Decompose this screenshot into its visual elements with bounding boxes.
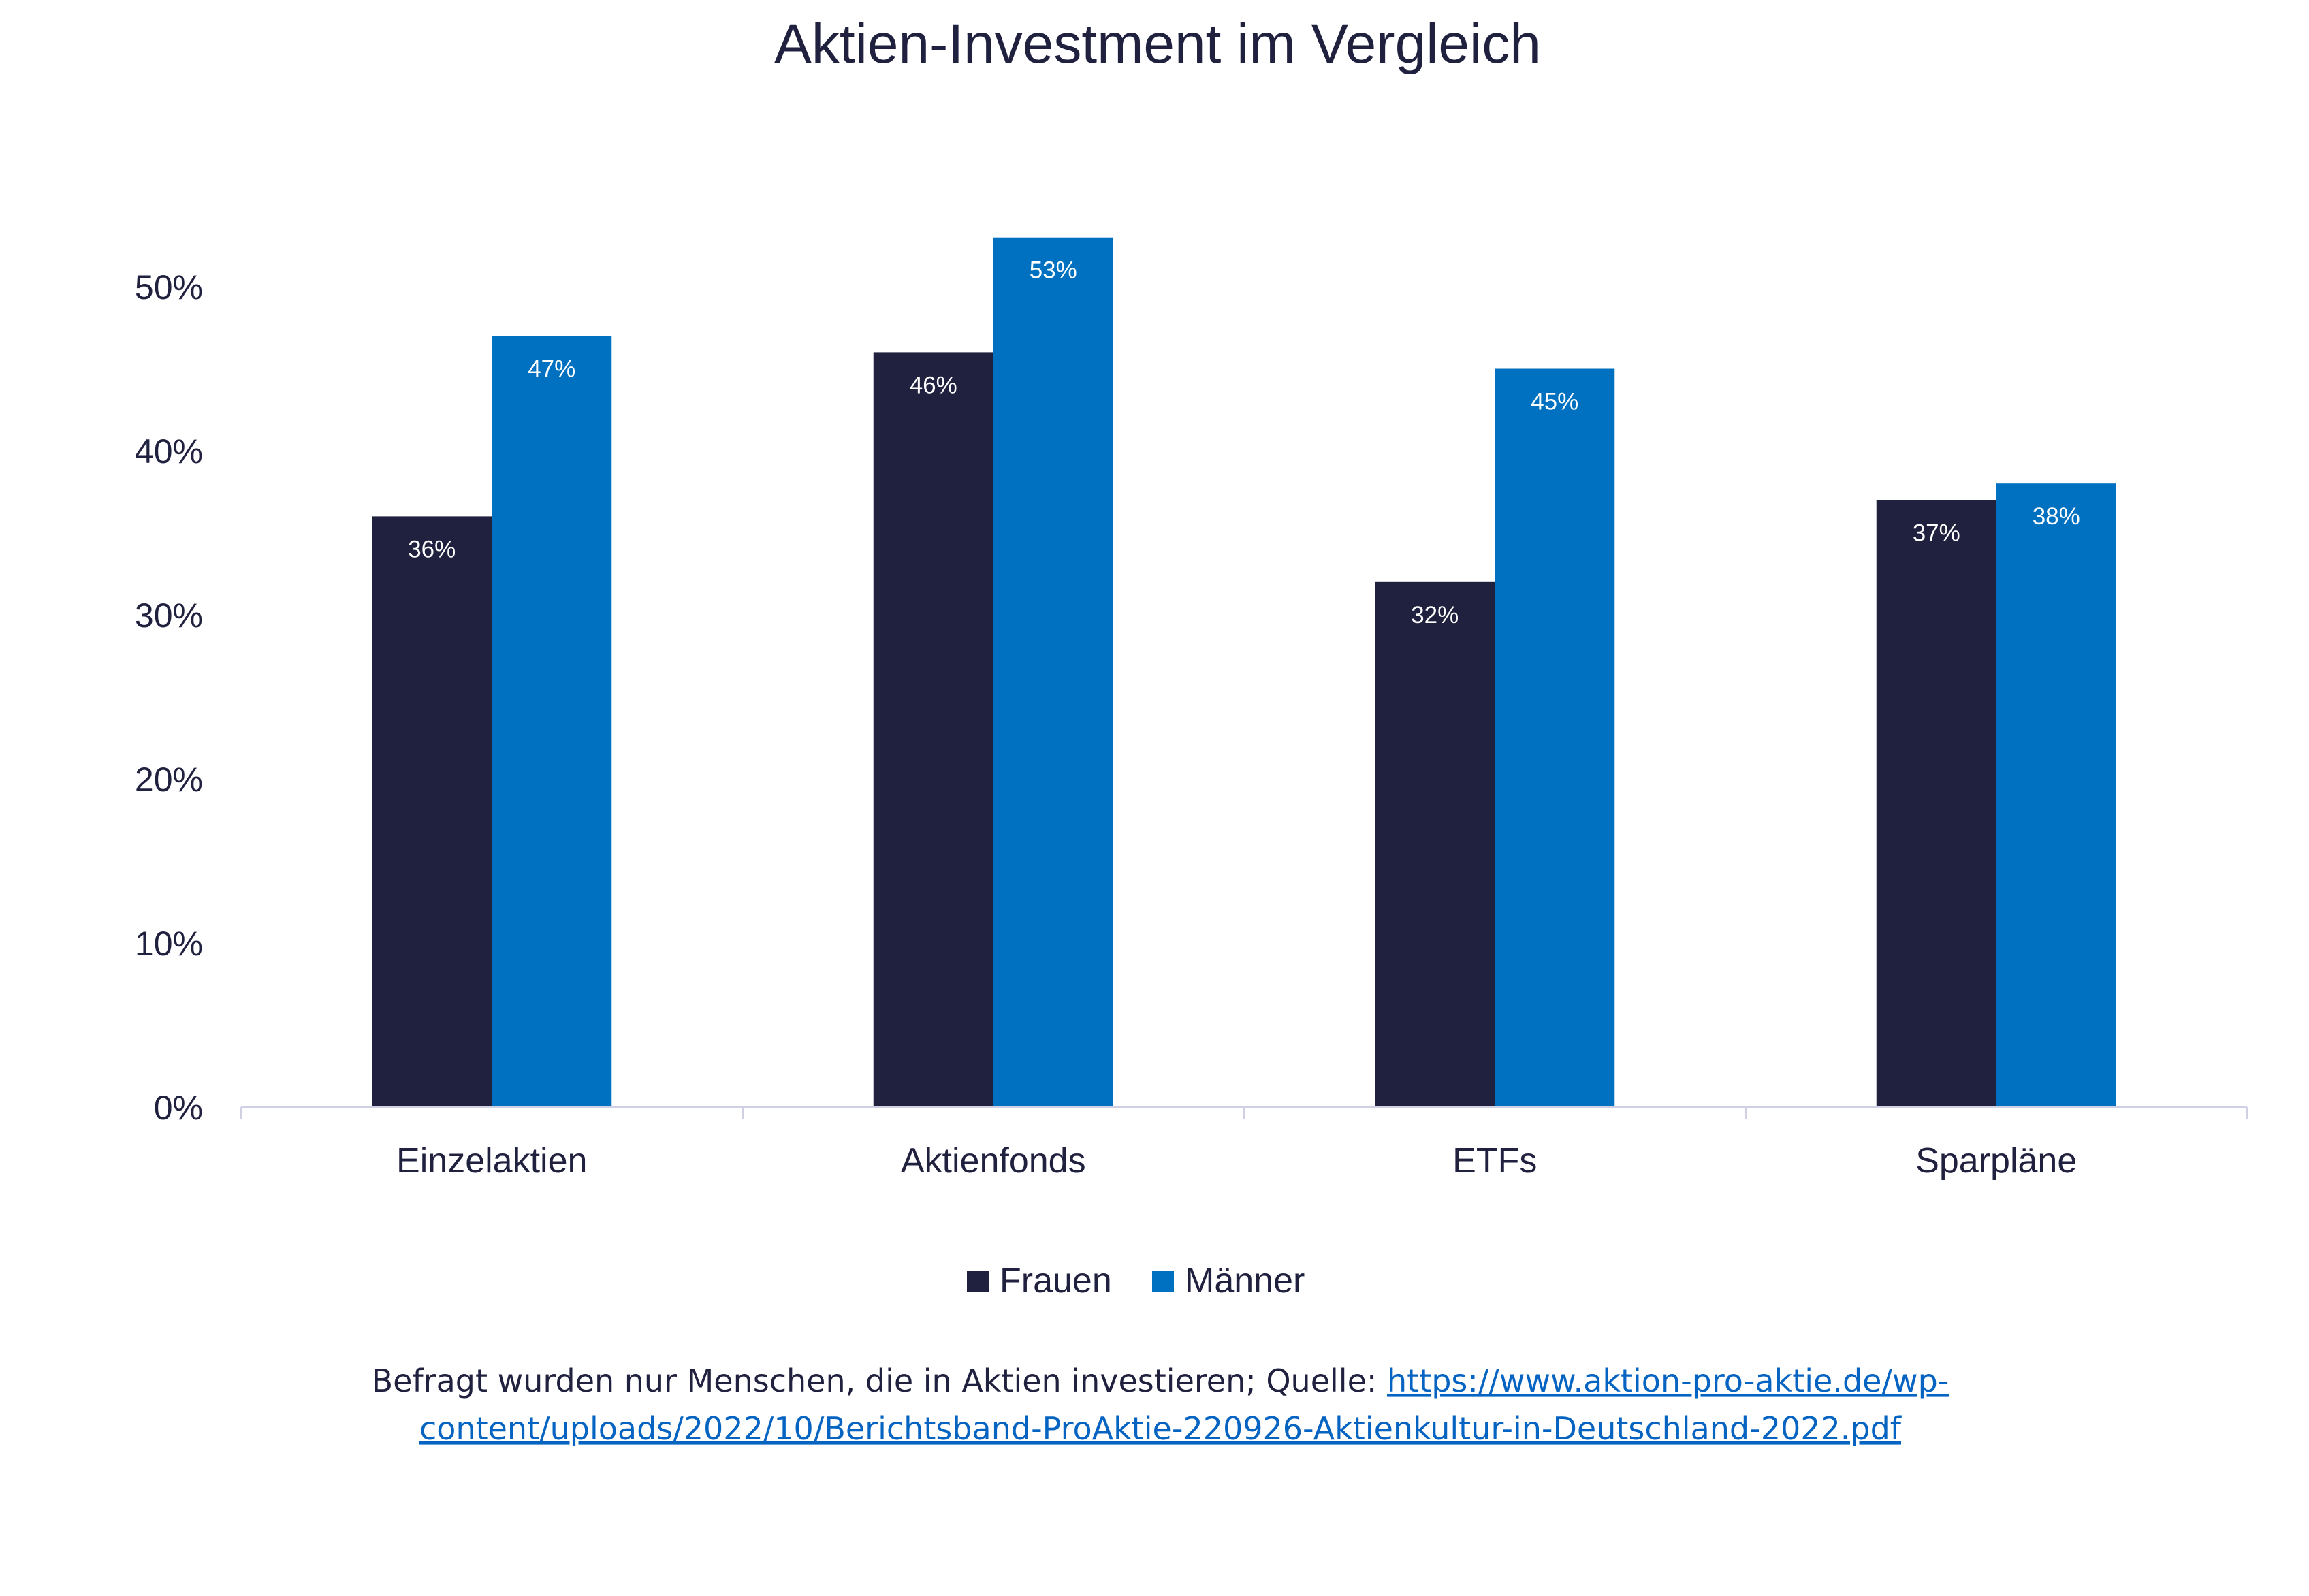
- y-tick-label: 0%: [154, 1089, 203, 1127]
- data-label: 36%: [408, 536, 456, 562]
- bars: 36% 47% 46% 53% 32% 45% 37% 38%: [372, 237, 2116, 1108]
- bar-männer-2: [1495, 368, 1615, 1107]
- bar-frauen-2: [1375, 581, 1495, 1107]
- legend-label: Männer: [1185, 1261, 1305, 1300]
- legend: Frauen Männer: [967, 1261, 1305, 1300]
- y-tick-label: 10%: [135, 925, 203, 963]
- legend-swatch: [1152, 1271, 1174, 1292]
- y-tick-label: 40%: [135, 432, 203, 470]
- source-link-part1[interactable]: https://www.aktion-pro-aktie.de/wp-: [1387, 1362, 1949, 1399]
- data-label: 45%: [1531, 389, 1578, 415]
- bar-männer-3: [1996, 483, 2116, 1107]
- bar-männer-0: [492, 336, 612, 1107]
- x-axis: Einzelaktien Aktienfonds ETFs Sparpläne: [240, 1106, 2248, 1181]
- legend-swatch: [967, 1271, 989, 1292]
- bar-frauen-1: [873, 352, 993, 1107]
- bar-frauen-3: [1876, 500, 1996, 1107]
- data-label: 32%: [1411, 602, 1459, 628]
- data-label: 53%: [1030, 257, 1077, 284]
- data-label: 46%: [910, 372, 957, 398]
- bar-männer-1: [993, 237, 1113, 1108]
- footnote: Befragt wurden nur Menschen, die in Akti…: [372, 1362, 1949, 1399]
- y-tick-label: 50%: [135, 268, 203, 306]
- y-axis: 0% 10% 20% 30% 40% 50%: [135, 268, 203, 1127]
- x-tick-label: ETFs: [1452, 1141, 1537, 1181]
- footnote-text: Befragt wurden nur Menschen, die in Akti…: [372, 1362, 1387, 1399]
- data-label: 38%: [2033, 503, 2080, 530]
- y-tick-label: 30%: [135, 596, 203, 635]
- bar-frauen-0: [372, 516, 492, 1107]
- chart-title: Aktien-Investment im Vergleich: [774, 13, 1541, 75]
- data-label: 37%: [1913, 520, 1960, 546]
- legend-label: Frauen: [1000, 1261, 1112, 1300]
- x-tick-label: Einzelaktien: [396, 1141, 587, 1181]
- source-link-part2[interactable]: content/uploads/2022/10/Berichtsband-Pro…: [419, 1410, 1902, 1447]
- x-tick-label: Sparpläne: [1915, 1141, 2077, 1181]
- x-tick-label: Aktienfonds: [901, 1141, 1086, 1181]
- data-label: 47%: [528, 355, 575, 382]
- y-tick-label: 20%: [135, 761, 203, 799]
